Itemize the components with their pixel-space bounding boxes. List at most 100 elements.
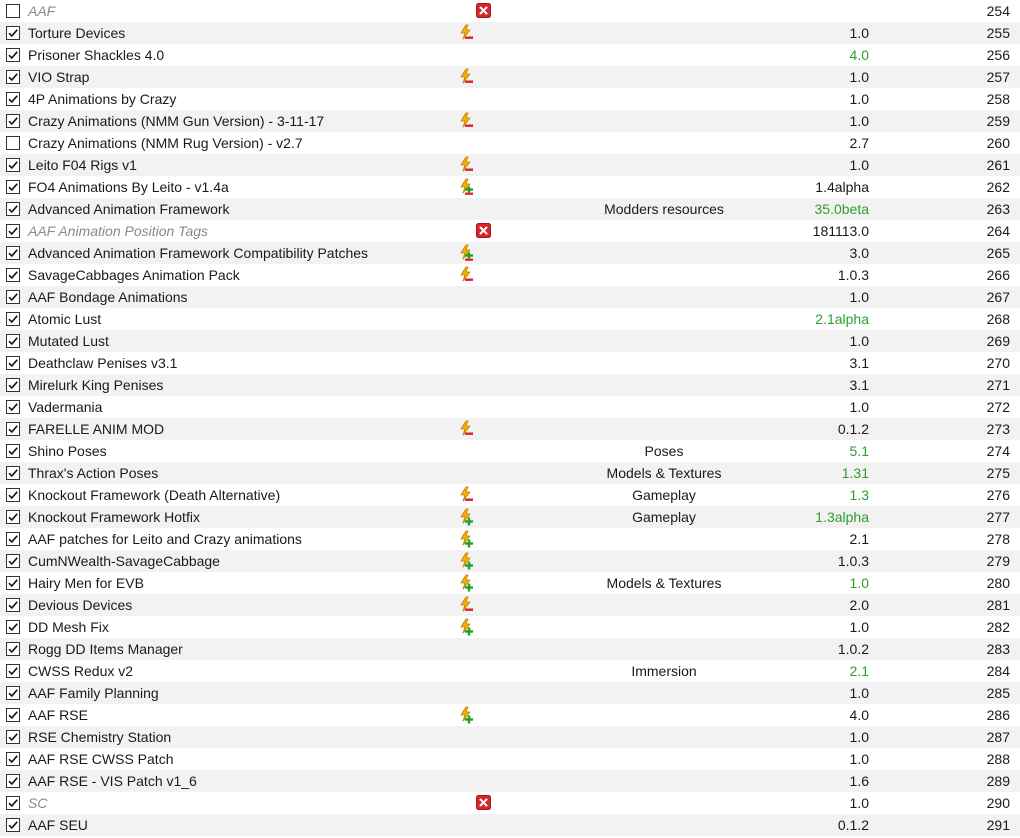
mod-row[interactable]: AAF Family Planning 1.0 285 xyxy=(0,682,1020,704)
enable-checkbox[interactable] xyxy=(6,444,20,458)
enable-checkbox[interactable] xyxy=(6,378,20,392)
enable-checkbox[interactable] xyxy=(6,114,20,128)
enable-checkbox[interactable] xyxy=(6,818,20,832)
mod-version: 1.0.3 xyxy=(837,553,869,569)
enable-checkbox[interactable] xyxy=(6,796,20,810)
enable-checkbox[interactable] xyxy=(6,92,20,106)
mod-row[interactable]: RSE Chemistry Station 1.0 287 xyxy=(0,726,1020,748)
mod-row[interactable]: Prisoner Shackles 4.0 4.0 256 xyxy=(0,44,1020,66)
mod-row[interactable]: Hairy Men for EVB Models & Textures 1.0 280 xyxy=(0,572,1020,594)
conflict-overwritten-icon xyxy=(458,68,474,86)
mod-row[interactable]: Shino Poses Poses 5.1 274 xyxy=(0,440,1020,462)
mod-row[interactable]: CumNWealth-SavageCabbage 1.0.3 279 xyxy=(0,550,1020,572)
mod-row[interactable]: VIO Strap 1.0 257 xyxy=(0,66,1020,88)
mod-row[interactable]: CWSS Redux v2 Immersion 2.1 284 xyxy=(0,660,1020,682)
mod-row[interactable]: Advanced Animation Framework Modders reso… xyxy=(0,198,1020,220)
enable-checkbox[interactable] xyxy=(6,686,20,700)
mod-version: 3.0 xyxy=(849,245,869,261)
mod-priority: 257 xyxy=(986,69,1010,85)
mod-name: AAF Family Planning xyxy=(28,685,159,701)
enable-checkbox[interactable] xyxy=(6,532,20,546)
mod-version: 1.0 xyxy=(849,69,869,85)
mod-row[interactable]: Mirelurk King Penises 3.1 271 xyxy=(0,374,1020,396)
mod-row[interactable]: Torture Devices 1.0 255 xyxy=(0,22,1020,44)
mod-version: 2.7 xyxy=(849,135,869,151)
enable-checkbox[interactable] xyxy=(6,642,20,656)
enable-checkbox[interactable] xyxy=(6,224,20,238)
mod-name: Advanced Animation Framework xyxy=(28,201,230,217)
mod-row[interactable]: Crazy Animations (NMM Rug Version) - v2.… xyxy=(0,132,1020,154)
enable-checkbox[interactable] xyxy=(6,598,20,612)
mod-name: AAF Bondage Animations xyxy=(28,289,188,305)
mod-name: Devious Devices xyxy=(28,597,133,613)
enable-checkbox[interactable] xyxy=(6,268,20,282)
separator-row[interactable]: SC 1.0 290 xyxy=(0,792,1020,814)
mod-row[interactable]: SavageCabbages Animation Pack 1.0.3 266 xyxy=(0,264,1020,286)
mod-row[interactable]: Advanced Animation Framework Compatibili… xyxy=(0,242,1020,264)
mod-row[interactable]: AAF patches for Leito and Crazy animatio… xyxy=(0,528,1020,550)
enable-checkbox[interactable] xyxy=(6,4,20,18)
enable-checkbox[interactable] xyxy=(6,400,20,414)
enable-checkbox[interactable] xyxy=(6,202,20,216)
enable-checkbox[interactable] xyxy=(6,312,20,326)
enable-checkbox[interactable] xyxy=(6,708,20,722)
mod-priority: 280 xyxy=(986,575,1010,591)
mod-row[interactable]: AAF Bondage Animations 1.0 267 xyxy=(0,286,1020,308)
mod-row[interactable]: Devious Devices 2.0 281 xyxy=(0,594,1020,616)
separator-row[interactable]: AAF 254 xyxy=(0,0,1020,22)
mod-row[interactable]: AAF RSE 4.0 286 xyxy=(0,704,1020,726)
enable-checkbox[interactable] xyxy=(6,730,20,744)
enable-checkbox[interactable] xyxy=(6,752,20,766)
mod-version: 2.1alpha xyxy=(815,311,869,327)
mod-row[interactable]: Rogg DD Items Manager 1.0.2 283 xyxy=(0,638,1020,660)
mod-row[interactable]: AAF RSE - VIS Patch v1_6 1.6 289 xyxy=(0,770,1020,792)
enable-checkbox[interactable] xyxy=(6,136,20,150)
mod-row[interactable]: AAF SEU 0.1.2 291 xyxy=(0,814,1020,836)
enable-checkbox[interactable] xyxy=(6,488,20,502)
enable-checkbox[interactable] xyxy=(6,422,20,436)
mod-row[interactable]: DD Mesh Fix 1.0 282 xyxy=(0,616,1020,638)
mod-version: 3.1 xyxy=(849,355,869,371)
mod-priority: 271 xyxy=(986,377,1010,393)
mod-name: Crazy Animations (NMM Gun Version) - 3-1… xyxy=(28,113,325,129)
enable-checkbox[interactable] xyxy=(6,554,20,568)
mod-priority: 276 xyxy=(986,487,1010,503)
enable-checkbox[interactable] xyxy=(6,26,20,40)
mod-name: Prisoner Shackles 4.0 xyxy=(28,47,165,63)
mod-row[interactable]: Deathclaw Penises v3.1 3.1 270 xyxy=(0,352,1020,374)
enable-checkbox[interactable] xyxy=(6,774,20,788)
enable-checkbox[interactable] xyxy=(6,290,20,304)
mod-row[interactable]: FO4 Animations By Leito - v1.4a 1.4alpha 2… xyxy=(0,176,1020,198)
enable-checkbox[interactable] xyxy=(6,620,20,634)
mod-priority: 281 xyxy=(986,597,1010,613)
mod-version: 3.1 xyxy=(849,377,869,393)
mod-row[interactable]: Crazy Animations (NMM Gun Version) - 3-1… xyxy=(0,110,1020,132)
enable-checkbox[interactable] xyxy=(6,356,20,370)
conflict-overwritten-icon xyxy=(458,486,474,504)
enable-checkbox[interactable] xyxy=(6,664,20,678)
mod-priority: 267 xyxy=(986,289,1010,305)
mod-row[interactable]: Leito F04 Rigs v1 1.0 261 xyxy=(0,154,1020,176)
enable-checkbox[interactable] xyxy=(6,180,20,194)
mod-row[interactable]: Knockout Framework Hotfix Gameplay 1.3alph… xyxy=(0,506,1020,528)
enable-checkbox[interactable] xyxy=(6,334,20,348)
enable-checkbox[interactable] xyxy=(6,70,20,84)
enable-checkbox[interactable] xyxy=(6,466,20,480)
mod-row[interactable]: 4P Animations by Crazy 1.0 258 xyxy=(0,88,1020,110)
mod-priority: 290 xyxy=(986,795,1010,811)
enable-checkbox[interactable] xyxy=(6,576,20,590)
mod-priority: 283 xyxy=(986,641,1010,657)
mod-row[interactable]: Vadermania 1.0 272 xyxy=(0,396,1020,418)
mod-row[interactable]: Mutated Lust 1.0 269 xyxy=(0,330,1020,352)
mod-version: 1.0 xyxy=(849,157,869,173)
mod-row[interactable]: Atomic Lust 2.1alpha 268 xyxy=(0,308,1020,330)
separator-row[interactable]: AAF Animation Position Tags 181113.0 264 xyxy=(0,220,1020,242)
enable-checkbox[interactable] xyxy=(6,510,20,524)
mod-row[interactable]: AAF RSE CWSS Patch 1.0 288 xyxy=(0,748,1020,770)
enable-checkbox[interactable] xyxy=(6,48,20,62)
mod-row[interactable]: FARELLE ANIM MOD 0.1.2 273 xyxy=(0,418,1020,440)
enable-checkbox[interactable] xyxy=(6,158,20,172)
mod-row[interactable]: Thrax's Action Poses Models & Textures 1.3… xyxy=(0,462,1020,484)
enable-checkbox[interactable] xyxy=(6,246,20,260)
mod-row[interactable]: Knockout Framework (Death Alternative) Ga… xyxy=(0,484,1020,506)
